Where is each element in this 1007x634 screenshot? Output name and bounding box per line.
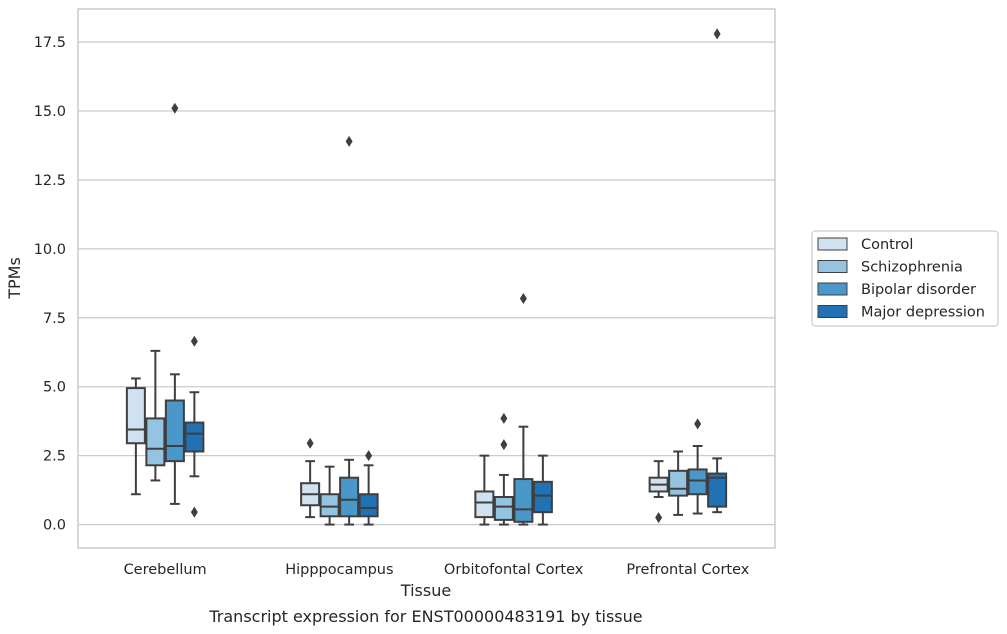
box-2-3	[532, 454, 553, 526]
legend-swatch	[817, 282, 848, 296]
outlier-marker	[713, 28, 721, 40]
y-tick-label: 2.5	[43, 449, 66, 465]
y-tick-label: 15.0	[34, 104, 66, 120]
box-3-2	[687, 418, 708, 515]
outlier-marker	[171, 102, 179, 114]
outlier-marker	[519, 292, 527, 304]
x-tick-label: Hipppocampus	[285, 562, 393, 578]
plot-frame	[77, 8, 776, 549]
outlier-marker	[306, 437, 314, 449]
box-1-2	[339, 135, 360, 526]
y-tick-label: 0.0	[43, 518, 66, 534]
iqr-box	[125, 387, 146, 445]
y-tick-label: 5.0	[43, 380, 66, 396]
legend-swatch	[817, 237, 848, 251]
legend-label: Control	[861, 237, 913, 253]
box-2-0	[474, 454, 495, 526]
x-tick-label: Orbitofontal Cortex	[444, 562, 584, 578]
outlier-marker	[655, 512, 663, 524]
y-tick-label: 7.5	[43, 311, 66, 327]
box-0-3	[184, 335, 205, 518]
x-tick-label: Cerebellum	[124, 562, 207, 578]
y-tick-label: 17.5	[34, 35, 66, 51]
box-3-1	[668, 450, 689, 516]
legend-label: Major depression	[861, 305, 985, 321]
outlier-marker	[345, 135, 353, 147]
box-2-2	[513, 292, 534, 526]
iqr-box	[493, 495, 514, 521]
y-tick-label: 12.5	[34, 173, 66, 189]
iqr-box	[145, 417, 166, 467]
outlier-marker	[365, 450, 373, 462]
box-0-1	[145, 349, 166, 482]
x-axis-label: Tissue	[400, 581, 451, 600]
box-0-0	[125, 377, 146, 496]
outlier-marker	[190, 335, 198, 347]
iqr-box	[474, 490, 495, 519]
outlier-marker	[500, 439, 508, 451]
box-0-2	[164, 102, 185, 505]
box-1-3	[358, 450, 379, 526]
outlier-marker	[694, 418, 702, 430]
legend-label: Schizophrenia	[861, 260, 963, 276]
y-tick-label: 10.0	[34, 242, 66, 258]
iqr-box	[184, 421, 205, 453]
box-1-1	[319, 465, 340, 526]
iqr-box	[532, 480, 553, 514]
outlier-marker	[190, 506, 198, 518]
legend-swatch	[817, 305, 848, 318]
iqr-box	[687, 468, 708, 496]
box-3-0	[648, 460, 669, 524]
legend: Control Schizophrenia Bipolar disorder Majo…	[811, 230, 999, 327]
iqr-box	[668, 469, 689, 497]
box-1-0	[300, 437, 321, 519]
box-2-1	[493, 412, 514, 526]
iqr-box	[319, 493, 340, 518]
iqr-box	[339, 476, 360, 518]
box-layer	[125, 28, 728, 526]
chart-caption: Transcript expression for ENST0000048319…	[208, 607, 642, 626]
iqr-box	[707, 472, 728, 508]
x-tick-labels: Cerebellum Hipppocampus Orbitofontal Corte…	[124, 562, 750, 578]
y-tick-labels: 0.0 2.5 5.0 7.5 10.0 12.5 15.0 17.5	[34, 35, 66, 533]
legend-label: Bipolar disorder	[861, 282, 976, 298]
y-axis-label: TPMs	[5, 257, 24, 300]
iqr-box	[358, 493, 379, 518]
iqr-box	[513, 478, 534, 523]
box-3-3	[707, 28, 728, 514]
x-tick-label: Prefrontal Cortex	[626, 562, 749, 578]
legend-swatch	[817, 260, 848, 273]
iqr-box	[164, 399, 185, 463]
legend-frame	[811, 230, 999, 327]
outlier-marker	[500, 412, 508, 424]
